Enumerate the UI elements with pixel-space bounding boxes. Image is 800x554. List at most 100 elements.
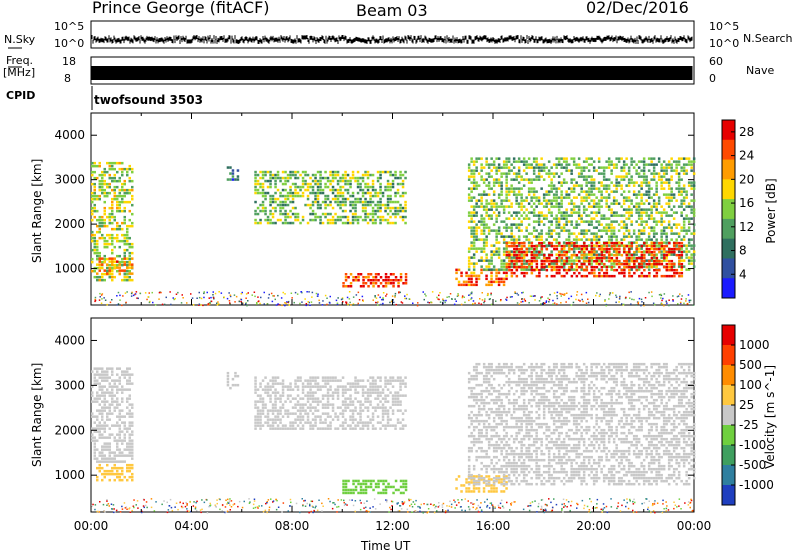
echo-cell xyxy=(550,259,554,263)
echo-cell xyxy=(376,215,380,219)
echo-cell xyxy=(108,272,111,275)
echo-cell xyxy=(625,262,629,266)
echo-cell xyxy=(665,244,669,248)
echo-cell xyxy=(525,253,529,257)
echo-cell xyxy=(311,385,315,388)
echo-cell xyxy=(91,370,94,373)
echo-cell xyxy=(480,238,483,241)
echo-cell xyxy=(642,220,646,223)
speckle-cell xyxy=(377,304,379,306)
echo-cell xyxy=(525,214,528,217)
echo-cell xyxy=(389,182,392,186)
echo-cell xyxy=(612,232,616,235)
echo-cell xyxy=(632,160,636,163)
echo-cell xyxy=(490,208,493,211)
echo-cell xyxy=(665,268,669,272)
echo-cell xyxy=(577,166,581,169)
echo-cell xyxy=(304,394,307,397)
speckle-cell xyxy=(308,301,310,304)
echo-cell xyxy=(296,409,300,412)
echo-cell xyxy=(314,197,317,201)
echo-cell xyxy=(91,218,94,222)
echo-cell xyxy=(613,244,616,248)
echo-cell xyxy=(677,232,681,235)
echo-cell xyxy=(374,218,377,222)
echo-cell xyxy=(577,238,581,241)
echo-cell xyxy=(279,194,282,198)
echo-cell xyxy=(575,244,579,248)
echo-cell xyxy=(660,241,664,245)
y-tick-label: 1000 xyxy=(54,262,85,276)
echo-cell xyxy=(625,175,628,178)
echo-cell xyxy=(558,259,561,263)
echo-cell xyxy=(264,179,267,183)
echo-cell xyxy=(98,185,101,189)
echo-cell xyxy=(316,188,320,192)
echo-cell xyxy=(557,244,561,247)
echo-cell xyxy=(369,194,372,198)
echo-cell xyxy=(96,248,99,252)
echo-cell xyxy=(284,400,287,403)
echo-cell xyxy=(314,191,317,195)
echo-cell xyxy=(682,157,686,160)
echo-cell xyxy=(128,433,131,436)
speckle-cell xyxy=(304,298,306,300)
echo-cell xyxy=(284,215,287,219)
echo-cell xyxy=(98,230,101,234)
echo-cell xyxy=(231,377,235,381)
echo-cell xyxy=(502,259,506,262)
echo-cell xyxy=(482,250,486,253)
echo-cell xyxy=(331,221,335,225)
echo-cell xyxy=(96,394,99,397)
echo-cell xyxy=(675,226,678,229)
echo-cell xyxy=(131,221,134,225)
echo-cell xyxy=(597,223,601,226)
echo-cell xyxy=(577,217,581,220)
echo-cell xyxy=(101,406,104,409)
speckle-cell xyxy=(469,293,471,296)
echo-cell xyxy=(667,196,671,199)
speckle-cell xyxy=(350,304,352,306)
echo-cell xyxy=(261,194,265,198)
echo-cell xyxy=(562,223,566,226)
echo-cell xyxy=(547,232,551,235)
echo-cell xyxy=(520,250,524,254)
echo-cell xyxy=(271,406,275,409)
echo-cell xyxy=(331,185,335,189)
echo-cell xyxy=(254,188,257,192)
echo-cell xyxy=(525,268,528,271)
speckle-cell xyxy=(404,295,406,297)
echo-cell xyxy=(615,163,618,166)
speckle-cell xyxy=(442,298,444,300)
echo-cell xyxy=(645,190,648,193)
echo-cell xyxy=(331,391,335,394)
echo-cell xyxy=(678,244,681,248)
echo-cell xyxy=(607,235,611,238)
echo-cell xyxy=(687,163,691,166)
echo-cell xyxy=(485,259,488,262)
echo-cell xyxy=(563,268,566,272)
echo-cell xyxy=(675,172,678,175)
y-tick-label: 3000 xyxy=(54,173,85,187)
echo-cell xyxy=(572,205,576,208)
speckle-cell xyxy=(518,303,521,305)
speckle-cell xyxy=(259,302,261,305)
echo-cell xyxy=(351,215,355,219)
echo-cell xyxy=(612,220,616,223)
echo-cell xyxy=(344,197,347,201)
echo-cell xyxy=(637,223,641,226)
echo-cell xyxy=(386,188,390,192)
echo-cell xyxy=(467,211,471,214)
echo-cell xyxy=(570,241,574,245)
echo-cell xyxy=(620,169,623,172)
echo-cell xyxy=(123,427,126,430)
echo-cell xyxy=(520,253,523,256)
echo-cell xyxy=(585,232,588,235)
echo-cell xyxy=(311,391,315,394)
echo-cell xyxy=(607,205,611,208)
echo-cell xyxy=(687,157,691,160)
echo-cell xyxy=(630,178,633,181)
echo-cell xyxy=(562,217,566,220)
echo-cell xyxy=(600,274,604,278)
echo-cell xyxy=(98,161,101,165)
